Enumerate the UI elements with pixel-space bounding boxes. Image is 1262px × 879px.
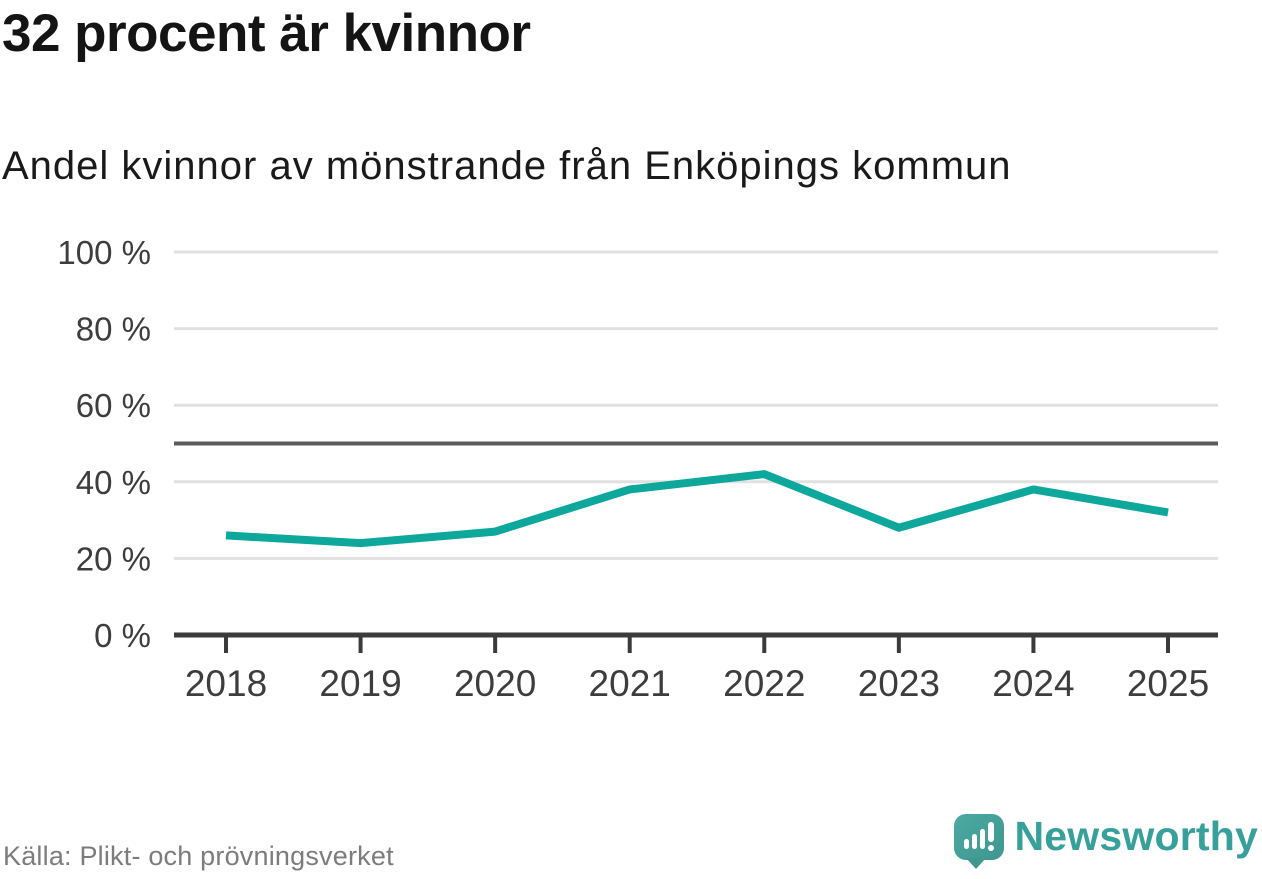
x-tick-label: 2024 [992, 663, 1074, 704]
exclamation-bar-icon [987, 821, 994, 842]
x-tick-label: 2025 [1127, 663, 1209, 704]
exclamation-dot-icon [987, 844, 994, 851]
y-tick-label: 0 % [94, 617, 151, 654]
x-tick-label: 2020 [454, 663, 536, 704]
source-note: Källa: Plikt- och prövningsverket [3, 841, 394, 871]
bar-icon-large [979, 828, 985, 849]
y-gridlines [174, 250, 1218, 560]
y-axis-labels: 0 % 20 % 40 % 60 % 80 % 100 % [57, 234, 151, 654]
x-axis-ticks [224, 636, 1170, 653]
x-tick-label: 2019 [319, 663, 401, 704]
y-tick-label: 20 % [76, 540, 151, 577]
bar-icon-medium [971, 833, 977, 849]
y-tick-label: 40 % [76, 464, 151, 501]
y-tick-label: 100 % [57, 234, 151, 271]
line-chart: 0 % 20 % 40 % 60 % 80 % 100 % 2018 2019 2020 2021… [57, 234, 1218, 704]
x-tick-label: 2022 [723, 663, 805, 704]
series-line [225, 470, 1169, 548]
x-tick-label: 2018 [185, 663, 267, 704]
y-tick-label: 80 % [76, 311, 151, 348]
bar-icon-small [963, 838, 969, 849]
x-axis-labels: 2018 2019 2020 2021 2022 2023 2024 2025 [185, 663, 1209, 704]
x-tick-label: 2023 [858, 663, 940, 704]
newsworthy-logo: Newsworthy [953, 813, 1259, 869]
chart-subtitle: Andel kvinnor av mönstrande från Enköpin… [2, 144, 1012, 188]
x-tick-label: 2021 [589, 663, 671, 704]
y-tick-label: 60 % [76, 387, 151, 424]
page-title: 32 procent är kvinnor [2, 4, 531, 63]
newsworthy-bubble-chart-icon [953, 813, 1004, 869]
newsworthy-logo-text: Newsworthy [1014, 813, 1258, 859]
